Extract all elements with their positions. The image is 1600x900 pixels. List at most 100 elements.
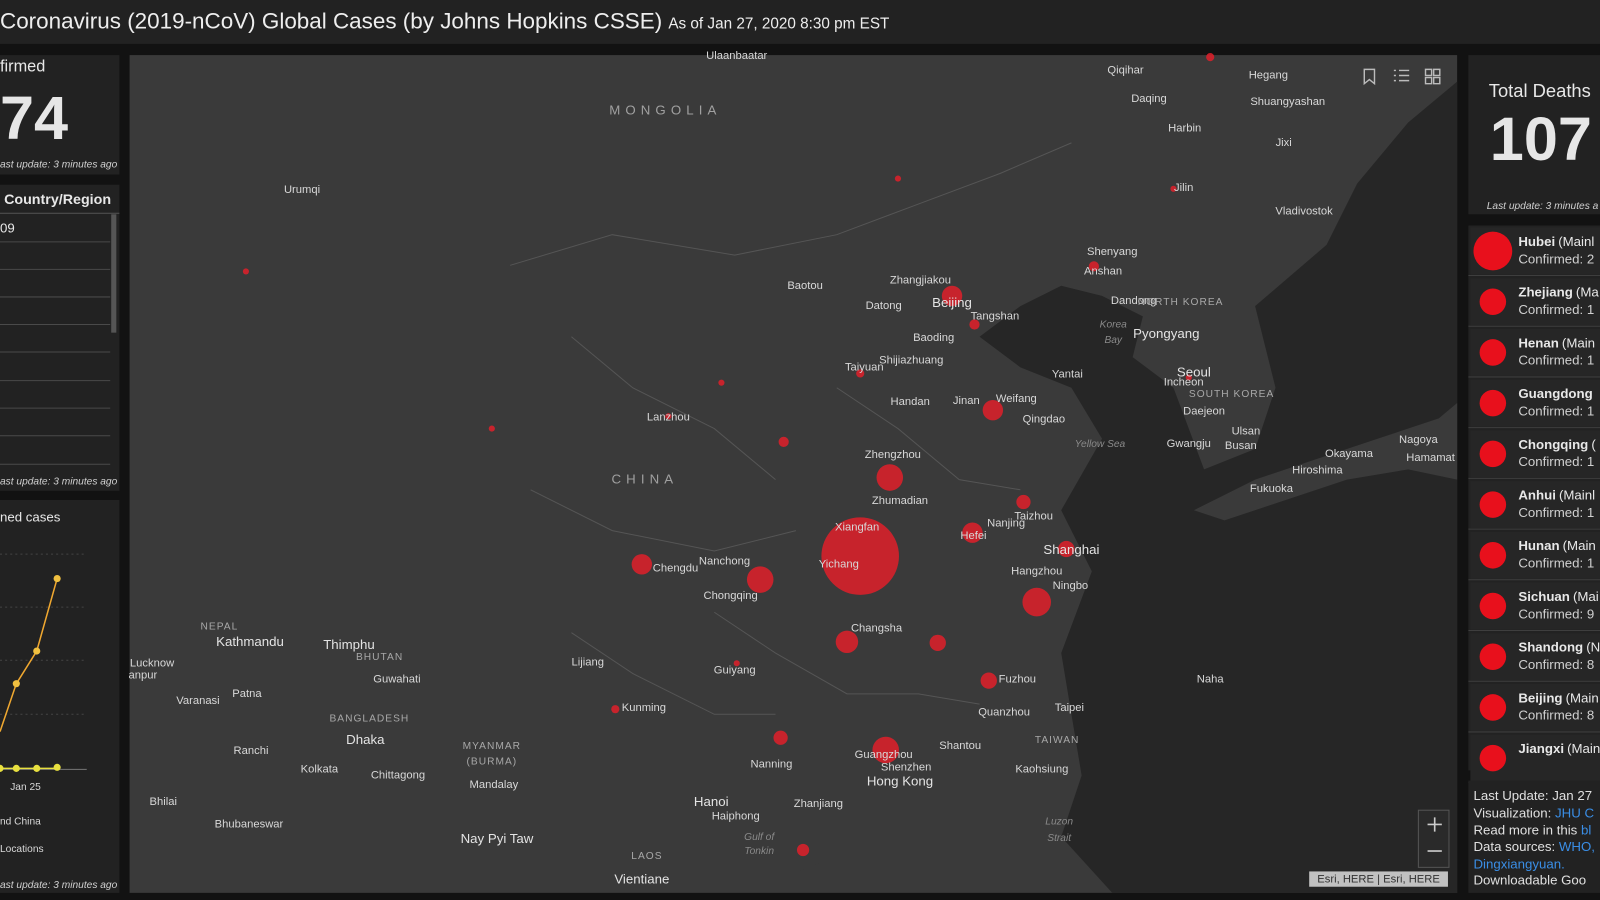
bubble[interactable] — [835, 630, 859, 654]
attribution[interactable]: Esri, HERE | Esri, HERE — [1317, 874, 1440, 886]
info-line: Visualization: JHU C — [1473, 805, 1594, 820]
bubble[interactable] — [796, 843, 810, 857]
map-label: BHUTAN — [356, 652, 403, 663]
zoom-in[interactable] — [1427, 817, 1442, 832]
bubble[interactable] — [941, 285, 963, 307]
bubble[interactable] — [876, 464, 904, 491]
map-label: Hanoi — [694, 794, 729, 809]
map-label: Jixi — [1276, 137, 1292, 149]
row-marker — [1479, 744, 1507, 772]
bubble[interactable] — [1170, 185, 1177, 192]
bubble[interactable] — [1206, 53, 1215, 62]
info-text: Visualization: — [1473, 805, 1551, 820]
grid-icon[interactable] — [1424, 68, 1441, 85]
map-label: Nanning — [751, 758, 793, 770]
map-label: Patna — [232, 688, 262, 700]
bubble[interactable] — [982, 400, 1004, 421]
bookmark-icon[interactable] — [1363, 68, 1376, 86]
bubble[interactable] — [733, 660, 740, 667]
map-label: TAIWAN — [1035, 735, 1080, 746]
map[interactable]: Ulaanbaatar MONGOLIA Urumqi Baotou Zhangjiak… — [129, 50, 1458, 893]
region-name-main: Beijing — [1518, 690, 1562, 705]
map-label: Hamamat — [1406, 452, 1456, 464]
map-label: Shenzhen — [881, 761, 932, 773]
region-name-main: Shandong — [1518, 640, 1583, 655]
map-label: MONGOLIA — [609, 102, 721, 117]
map-label: Dhaka — [346, 732, 385, 747]
case-bubbles — [242, 53, 1215, 857]
info-line: Read more in this bl — [1473, 823, 1591, 838]
region-name: Guangdong — [1518, 386, 1592, 401]
map-label: Hangzhou — [1011, 565, 1062, 577]
bubble[interactable] — [1016, 494, 1031, 510]
map-label: Zhumadian — [872, 495, 928, 507]
region-name: Anhui (Mainl — [1518, 487, 1595, 502]
map-label: Gulf of — [744, 832, 775, 843]
map-land-taiwan — [1045, 693, 1072, 776]
map-label: Nay Pyi Taw — [461, 831, 534, 846]
bubble[interactable] — [611, 705, 620, 714]
map-label: Pyongyang — [1133, 326, 1199, 341]
map-label: Seoul — [1177, 365, 1211, 380]
bubble[interactable] — [242, 268, 249, 275]
bubble[interactable] — [1058, 540, 1075, 558]
bubble[interactable] — [894, 175, 902, 182]
bubble[interactable] — [1022, 587, 1052, 617]
bubble[interactable] — [856, 369, 865, 378]
confirmed-panel — [0, 55, 120, 175]
map-label: Luzon — [1045, 816, 1073, 827]
bubble[interactable] — [969, 319, 980, 330]
bubble[interactable] — [718, 379, 725, 386]
bubble[interactable] — [962, 522, 983, 543]
map-label: Tonkin — [744, 846, 774, 857]
map-label: SOUTH KOREA — [1189, 389, 1274, 400]
bubble[interactable] — [821, 517, 899, 595]
point — [53, 575, 61, 583]
attribution-box — [1309, 871, 1448, 887]
info-link[interactable]: Dingxiangyuan. — [1473, 856, 1564, 871]
bubble[interactable] — [1088, 261, 1099, 272]
region-confirmed: Confirmed: 2 — [1518, 251, 1594, 266]
bubble[interactable] — [746, 566, 774, 593]
map-label: Shantou — [939, 740, 981, 752]
scrollbar[interactable] — [111, 214, 117, 333]
region-name: Sichuan (Mai — [1518, 589, 1598, 604]
map-label: Taiyuan — [845, 361, 884, 373]
map-label: Bhubaneswar — [215, 819, 284, 831]
deaths-value: 107 — [1490, 105, 1592, 173]
bubble[interactable] — [929, 634, 946, 652]
info-link[interactable]: WHO, — [1559, 839, 1595, 854]
country-row: 09 — [0, 221, 15, 236]
point — [12, 680, 20, 688]
info-link[interactable]: JHU C — [1555, 805, 1594, 820]
map-label: Nagoya — [1399, 434, 1438, 446]
row-marker — [1479, 288, 1507, 315]
deaths-panel — [1468, 55, 1600, 215]
region-confirmed: Confirmed: 9 — [1518, 606, 1594, 621]
region-name-main: Guangdong — [1518, 386, 1592, 401]
list-icon[interactable] — [1393, 69, 1410, 82]
bubble[interactable] — [773, 730, 788, 745]
bubble[interactable] — [872, 736, 899, 764]
map-label: Nanjing — [987, 518, 1025, 530]
map-label: Chongqing — [703, 590, 757, 602]
map-label: Zhengzhou — [865, 449, 921, 461]
map-sea — [979, 55, 1458, 893]
map-label: NEPAL — [201, 622, 239, 633]
map-label: Hong Kong — [867, 774, 933, 789]
region-confirmed: Confirmed: 8 — [1518, 657, 1594, 672]
bubble[interactable] — [665, 413, 672, 420]
point — [53, 763, 61, 771]
map-toolbar — [1363, 68, 1441, 86]
bubble[interactable] — [488, 425, 495, 432]
map-label: Shenyang — [1087, 246, 1138, 258]
bubble[interactable] — [631, 554, 653, 575]
country-heading: Country/Region — [4, 192, 111, 208]
map-label: Weifang — [996, 393, 1037, 405]
bubble[interactable] — [1185, 374, 1192, 381]
bubble[interactable] — [980, 672, 997, 689]
region-name-note: (Main — [1562, 335, 1595, 350]
bubble[interactable] — [778, 436, 789, 447]
info-link[interactable]: bl — [1581, 823, 1591, 838]
region-name: Jiangxi (Main — [1518, 741, 1600, 756]
